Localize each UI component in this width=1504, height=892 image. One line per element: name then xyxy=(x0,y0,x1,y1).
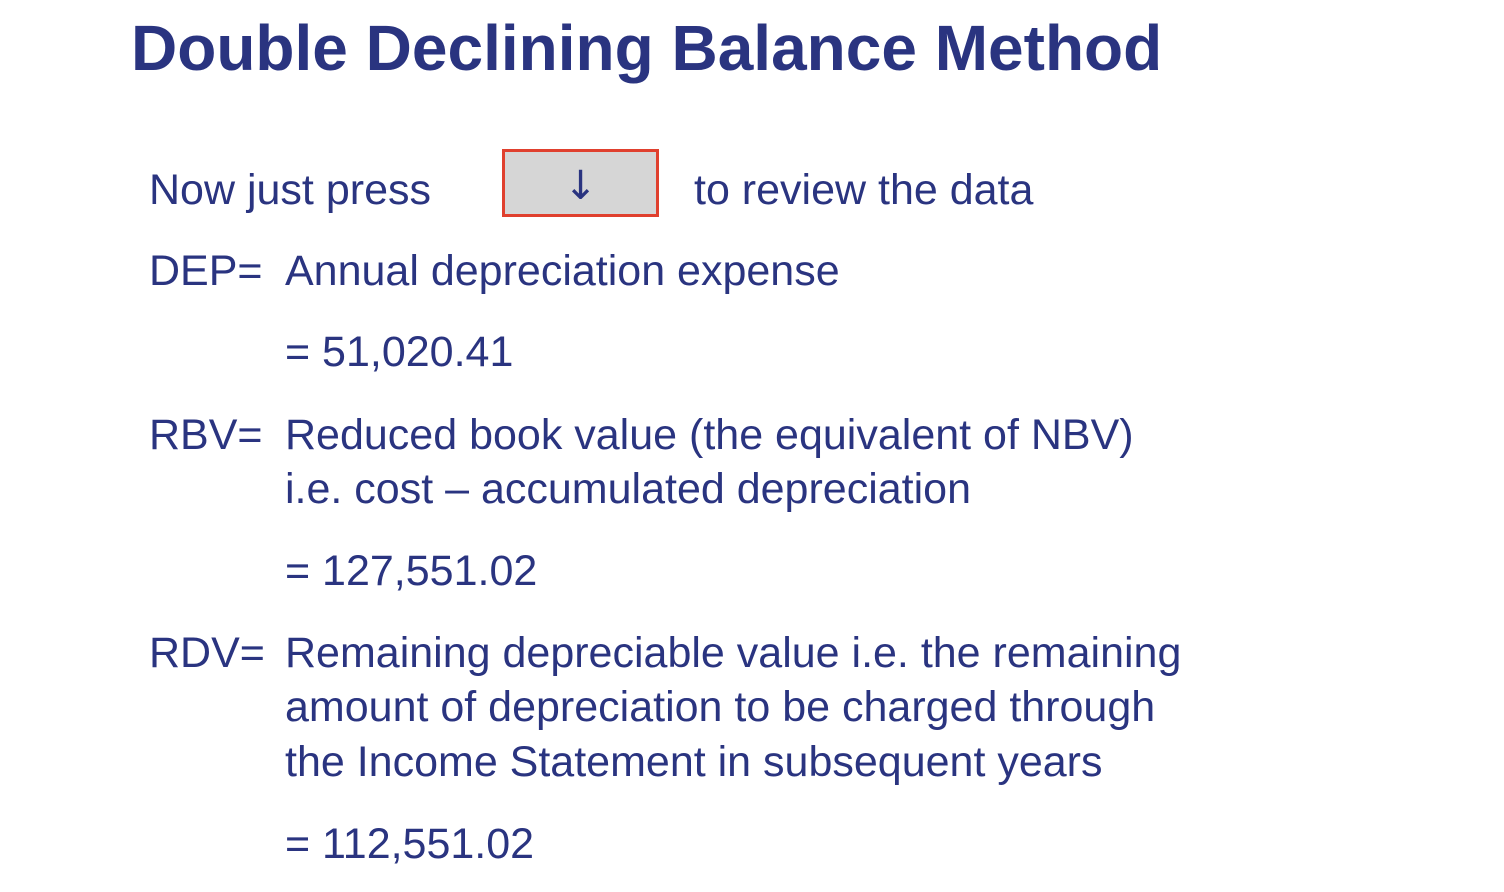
down-arrow-key-button[interactable]: ↓ xyxy=(502,149,659,217)
rbv-label: RBV= xyxy=(149,411,263,459)
instruction-after-text: to review the data xyxy=(694,166,1034,214)
rbv-description-line: Reduced book value (the equivalent of NB… xyxy=(285,411,1134,459)
slide-title: Double Declining Balance Method xyxy=(131,12,1163,84)
dep-label: DEP= xyxy=(149,247,263,295)
instruction-before-text: Now just press xyxy=(149,166,431,214)
rdv-description-line: the Income Statement in subsequent years xyxy=(285,738,1103,786)
rdv-value: = 112,551.02 xyxy=(285,820,535,868)
dep-value: = 51,020.41 xyxy=(285,328,514,376)
rbv-value: = 127,551.02 xyxy=(285,547,538,595)
down-arrow-icon: ↓ xyxy=(563,163,598,209)
dep-description-line: Annual depreciation expense xyxy=(285,247,840,295)
rdv-label: RDV= xyxy=(149,629,265,677)
rdv-description-line: amount of depreciation to be charged thr… xyxy=(285,683,1156,731)
rbv-description-line: i.e. cost – accumulated depreciation xyxy=(285,465,972,513)
rdv-description-line: Remaining depreciable value i.e. the rem… xyxy=(285,629,1182,677)
